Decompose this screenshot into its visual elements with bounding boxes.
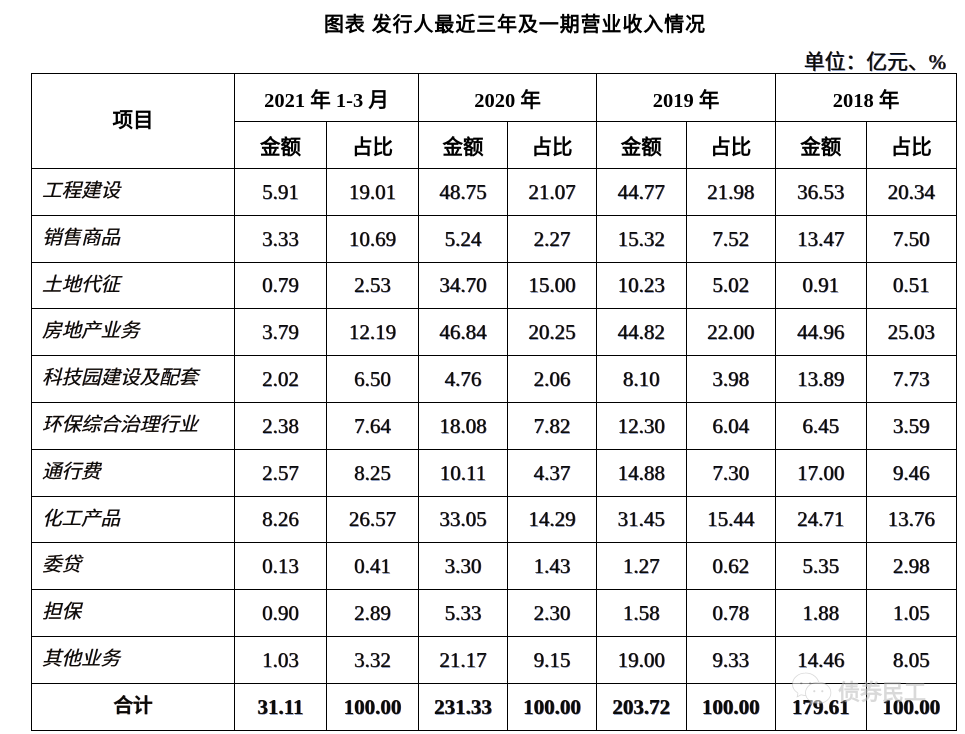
svg-text:债券民工: 债券民工 bbox=[838, 680, 926, 705]
